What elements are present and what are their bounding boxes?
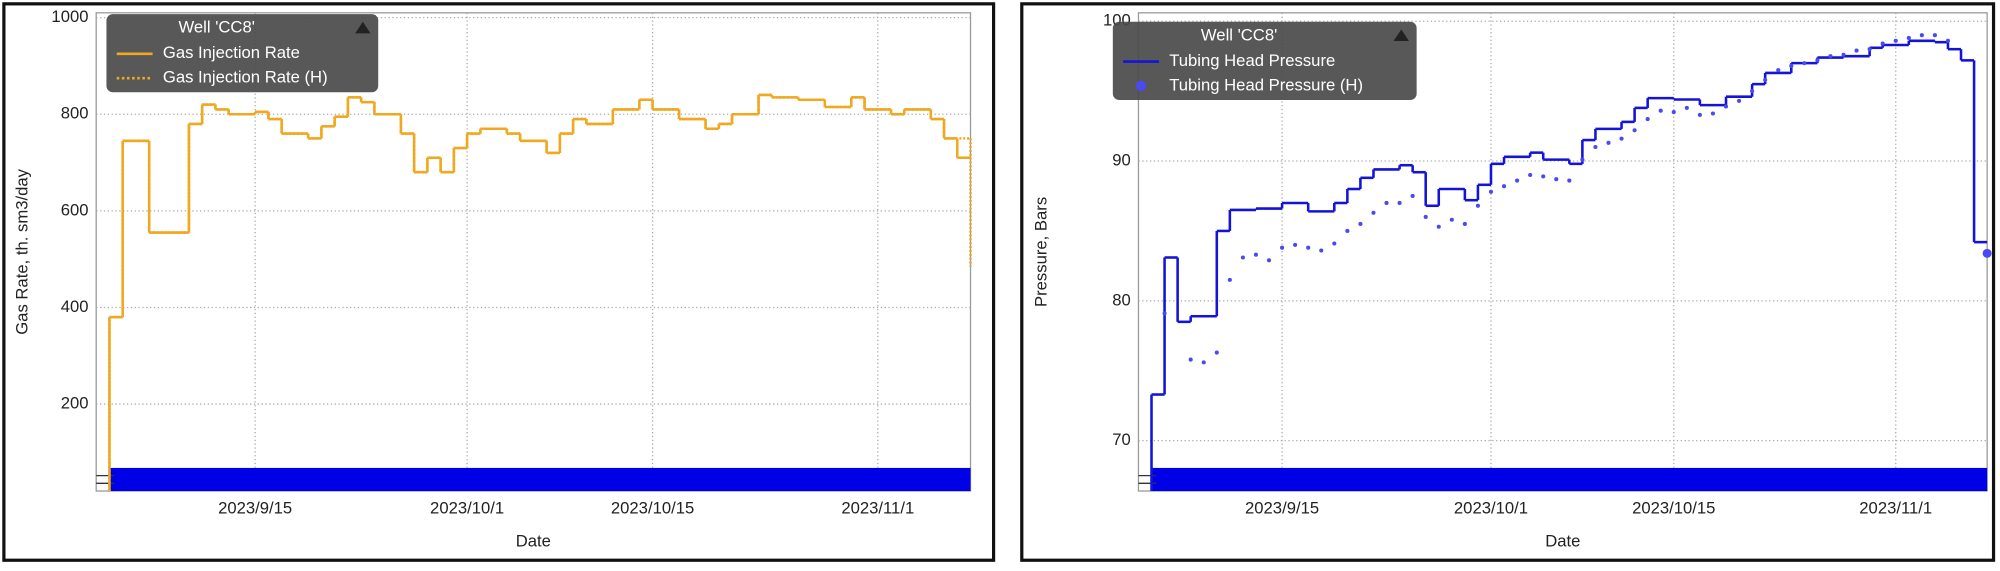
data-point [1763,77,1768,82]
x-tick-label: 2023/10/15 [611,498,694,517]
data-point [1475,203,1480,208]
data-point [1982,248,1992,258]
data-point [1554,177,1559,182]
data-point [1906,35,1911,41]
data-point [1162,311,1167,316]
x-tick-label: 2023/11/1 [841,498,914,517]
data-point [1240,255,1245,260]
legend-label: Tubing Head Pressure (H) [1169,75,1363,94]
data-point [1488,189,1494,194]
data-point [1462,221,1467,226]
data-point [1345,228,1350,233]
y-axis-label: Pressure, Bars [1032,197,1051,307]
data-point [1384,200,1389,206]
data-point [1632,128,1637,133]
data-point [1710,111,1715,116]
data-point [1227,277,1232,282]
legend-title: Well 'CC8' [1201,25,1277,44]
timeline-band [1151,467,1988,492]
data-point [1253,252,1259,257]
legend-box [1112,21,1417,100]
data-point [1893,38,1898,43]
x-tick-label: 2023/9/15 [218,498,292,517]
data-point [1528,172,1533,178]
data-point [1802,61,1807,66]
y-tick-label: 600 [61,200,89,219]
data-point [1684,105,1689,110]
legend-label: Tubing Head Pressure [1169,51,1335,70]
data-point [1567,178,1572,183]
data-point [1750,89,1755,94]
data-point [1606,140,1611,145]
data-point [1280,245,1285,250]
data-point [1593,144,1598,150]
data-point [1319,248,1324,253]
data-point [1645,117,1650,122]
data-point [1789,63,1794,69]
data-point [1501,184,1507,189]
legend-swatch [1135,80,1147,92]
data-point [1945,38,1951,43]
legend-collapse [1393,29,1409,42]
timeline-band [109,467,971,492]
data-point [1671,110,1676,115]
x-axis-label: Date [1545,532,1580,551]
data-point [1867,47,1872,52]
y-tick-label: 90 [1112,150,1131,169]
data-point [1658,108,1663,113]
legend-collapse [355,21,371,34]
y-tick-label: 1000 [51,7,88,26]
data-point [1697,112,1702,117]
data-point [1423,214,1428,220]
y-tick-label: 200 [61,393,89,412]
legend-label: Gas Injection Rate (H) [163,68,328,87]
data-point [1293,242,1298,247]
data-point [1306,245,1311,250]
x-tick-label: 2023/11/1 [1859,498,1932,517]
data-point [1214,350,1219,355]
data-point [1188,357,1193,362]
data-point [1815,58,1820,63]
data-point [1841,52,1846,57]
data-point [1723,104,1729,109]
x-tick-label: 2023/10/1 [1454,498,1528,517]
data-point [1737,98,1742,103]
y-axis-label: Gas Rate, th. sm3/day [13,168,32,334]
x-axis-label: Date [516,532,551,551]
data-point [1436,224,1441,229]
y-tick-label: 80 [1112,290,1131,309]
data-point [1266,258,1272,263]
data-point [1371,210,1376,215]
data-point [1515,178,1520,183]
data-point [1880,41,1885,46]
data-point [1854,48,1859,53]
legend-box [106,14,379,93]
legend-label: Gas Injection Rate [163,43,300,62]
data-point [1358,221,1363,226]
y-tick-label: 70 [1112,430,1131,449]
data-point [1580,157,1585,162]
data-point [1332,241,1337,246]
data-point [1828,54,1833,59]
x-tick-label: 2023/10/15 [1632,498,1715,517]
plot-area [95,12,972,492]
data-point [1541,174,1546,179]
x-tick-label: 2023/10/1 [430,498,504,517]
legend-title: Well 'CC8' [178,18,254,37]
data-point [1201,360,1206,365]
data-point [1932,33,1937,38]
data-point [1449,217,1454,222]
x-tick-label: 2023/9/15 [1245,498,1319,517]
data-point [1619,136,1624,141]
data-point [1410,193,1415,199]
data-point [1397,200,1402,206]
y-tick-label: 400 [61,297,89,316]
data-point [1919,33,1924,38]
data-point [1776,68,1781,73]
y-tick-label: 800 [61,104,89,123]
